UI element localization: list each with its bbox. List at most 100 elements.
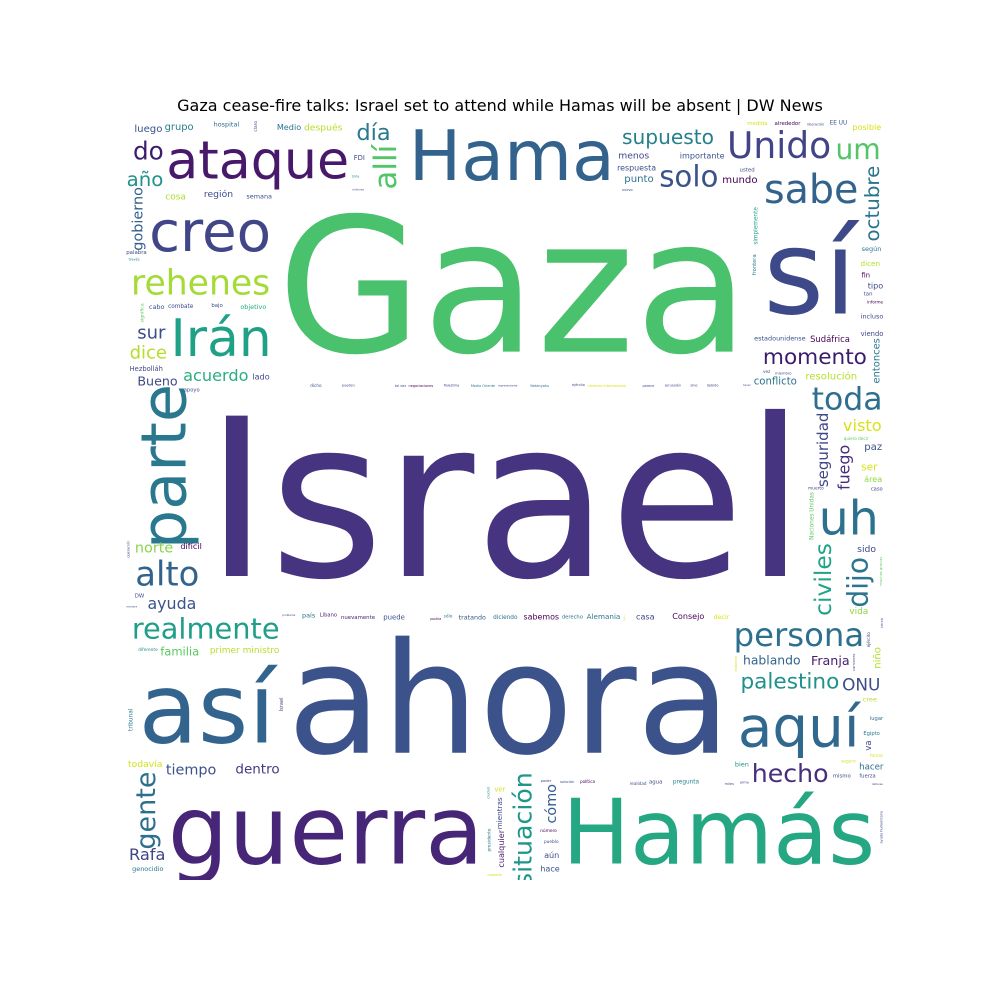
word-ver: ver	[494, 786, 505, 794]
word-seguro: seguro	[841, 759, 856, 765]
word-estadounidense: estadounidense	[754, 335, 805, 343]
word-palabra: palabra	[126, 250, 146, 256]
word-gran: gran	[623, 615, 626, 621]
word-medida: medida	[747, 121, 767, 127]
word-mundo: mundo	[722, 175, 757, 186]
word-derecho: derecho	[562, 615, 583, 621]
word-hospital: hospital	[214, 121, 240, 129]
word-ayuda-humanitaria: ayuda humanitaria	[880, 811, 884, 844]
word-hama: Hama	[409, 120, 615, 197]
word-podría: podría	[430, 617, 441, 621]
word-solo: solo	[659, 160, 718, 194]
word-frontera: frontera	[752, 254, 758, 275]
word-respuesta: respuesta	[617, 163, 656, 172]
word-solución: solución	[560, 780, 574, 784]
word-viendo: viendo	[861, 330, 884, 338]
word-va: va	[863, 740, 873, 750]
word-millones: millones	[352, 188, 364, 192]
word-siria: Siria	[352, 174, 360, 178]
word-decir: decir	[714, 614, 730, 621]
word-persona: persona	[734, 616, 864, 654]
word-paz: paz	[864, 442, 882, 453]
word-pueblo: pueblo	[544, 839, 559, 845]
word-parte: parte	[128, 384, 201, 549]
word-incluso: incluso	[861, 312, 884, 320]
word-alrededor: alrededor	[775, 121, 802, 127]
word-luego: luego	[134, 124, 162, 135]
word-hezbolláh: Hezbolláh	[130, 365, 163, 373]
word-ahora: ahora	[287, 611, 731, 790]
word-defensa: defensa	[872, 782, 883, 786]
word-gobierno: gobierno	[130, 187, 146, 251]
word-pueden: pueden	[342, 384, 355, 388]
word-conflicto: conflicto	[754, 377, 797, 388]
word-día: día	[356, 120, 390, 146]
word-diciendo: diciendo	[493, 615, 518, 621]
word-informe: informe	[867, 300, 883, 305]
word-dentro: dentro	[235, 761, 279, 777]
word-vez: vez	[763, 370, 771, 375]
word-presidente: presidente	[487, 828, 493, 851]
word-fin: fin	[862, 271, 871, 279]
word-niño: niño	[873, 647, 884, 669]
word-hablando: hablando	[743, 653, 801, 668]
word-hamás: Hamás	[562, 781, 875, 880]
word-sí: sí	[763, 207, 860, 342]
word-grupo: grupo	[165, 122, 194, 133]
word-tipo: tipo	[868, 280, 884, 290]
word-mientras: mientras	[495, 797, 504, 829]
word-sur: sur	[137, 322, 166, 343]
word-puede: puede	[383, 614, 405, 622]
word-difícil: difícil	[180, 541, 201, 551]
word-uh: uh	[819, 492, 879, 547]
word-representante: representante	[498, 383, 518, 387]
word-tener: tener	[743, 383, 751, 387]
word-octubre: octubre	[861, 166, 884, 242]
word-punto: punto	[624, 174, 653, 185]
word-tiempo: tiempo	[166, 762, 217, 778]
word-dicho: dicho	[310, 383, 322, 388]
word-esfuerzo: esfuerzo	[734, 656, 738, 671]
word-guerra: guerra	[168, 774, 484, 880]
word-aquí: aquí	[738, 696, 862, 761]
word-poder: poder	[541, 779, 552, 783]
word-vida: vida	[849, 607, 868, 617]
word-número: número	[540, 827, 557, 834]
chart-title: Gaza cease-fire talks: Israel set to att…	[177, 96, 823, 115]
word-política: política	[580, 779, 596, 784]
word-según: según	[862, 245, 882, 253]
word-cree: cree	[863, 696, 877, 704]
word-lugar: lugar	[870, 716, 884, 722]
word-seguridad: seguridad	[814, 413, 832, 488]
word-sabemos: sabemos	[524, 612, 560, 621]
word-dicen: dicen	[861, 259, 881, 268]
word-cosa: cosa	[165, 192, 186, 202]
word-área: área	[864, 474, 882, 484]
word-ejército: ejército	[866, 632, 871, 648]
word-pregunta: pregunta	[673, 780, 699, 786]
word-caso: caso	[871, 486, 883, 492]
word-tratando: tratando	[459, 615, 486, 622]
word-muchas-gracias: muchas gracias	[879, 557, 883, 586]
word-después: después	[304, 122, 343, 133]
word-palestina: Palestina	[444, 384, 460, 388]
word-apoyo: apoyo	[184, 388, 200, 394]
word-ser: ser	[861, 462, 878, 474]
word-través: través	[129, 258, 140, 262]
word-visto: visto	[843, 416, 882, 435]
word-importante: importante	[680, 151, 725, 160]
word-debido: debido	[707, 383, 719, 387]
word-dice: dice	[130, 343, 167, 364]
word-significa: significa	[140, 303, 146, 322]
word-combate: combate	[168, 304, 194, 310]
word-sabe: sabe	[764, 167, 858, 213]
word-líbano: Líbano	[320, 612, 337, 619]
word-naciones-unidas: Naciones Unidas	[810, 492, 816, 540]
word-gaza: Gaza	[277, 179, 749, 397]
word-civiles: civiles	[809, 543, 837, 616]
word-dijo: dijo	[842, 557, 875, 608]
word-um: um	[835, 133, 880, 166]
word-posible: posible	[852, 122, 881, 132]
word-irán: Irán	[171, 309, 272, 369]
word-operación: operación	[127, 541, 131, 558]
